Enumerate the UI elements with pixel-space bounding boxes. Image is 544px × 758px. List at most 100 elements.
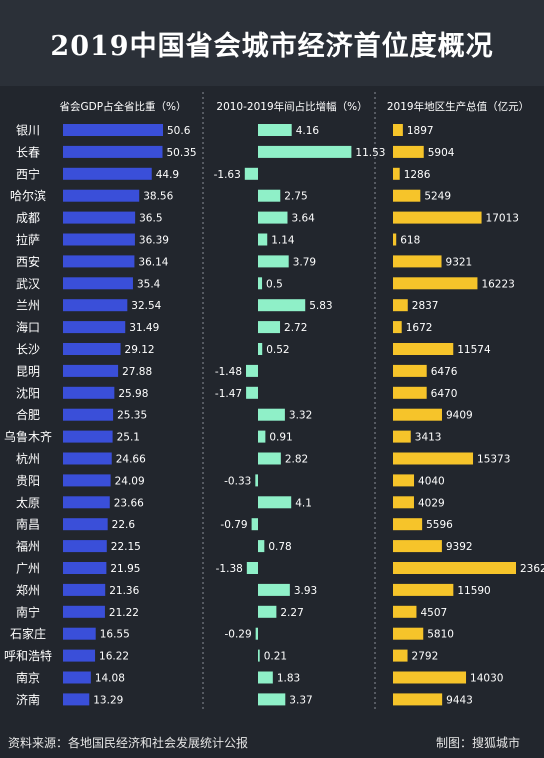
city-label: 哈尔滨 <box>10 188 46 203</box>
bar-share-change <box>258 233 268 246</box>
value-label-gdp-share: 27.88 <box>122 366 152 378</box>
bar-gdp-share <box>63 343 121 355</box>
value-label-share-change: -0.33 <box>224 475 251 487</box>
table-row: 成都 36.5 3.64 17013 <box>16 211 519 225</box>
value-label-share-change: 1.83 <box>277 673 300 685</box>
table-row: 南昌 22.6 -0.79 5596 <box>16 517 453 532</box>
value-label-gdp-share: 36.39 <box>139 235 169 247</box>
bar-gdp-share <box>63 540 107 553</box>
value-label-gdp: 9392 <box>446 541 473 553</box>
city-label: 兰州 <box>16 299 40 313</box>
bar-gdp-share <box>63 124 163 136</box>
bar-share-change <box>246 562 258 574</box>
bar-share-change <box>258 343 263 355</box>
data-source: 资料来源：各地国民经济和社会发展统计公报 <box>8 736 249 750</box>
bar-gdp-share <box>63 583 106 596</box>
value-label-gdp: 4029 <box>418 497 445 509</box>
bar-share-change <box>258 496 292 509</box>
bar-gdp-share <box>63 430 113 443</box>
city-label: 广州 <box>16 562 40 576</box>
value-label-gdp-share: 25.1 <box>117 432 140 444</box>
city-label: 合肥 <box>16 407 40 422</box>
value-label-share-change: -1.63 <box>214 169 241 181</box>
bar-gdp <box>393 430 411 443</box>
value-label-gdp: 5904 <box>428 147 455 159</box>
value-label-gdp-share: 21.22 <box>109 607 139 619</box>
table-row: 贵阳 24.09 -0.33 4040 <box>16 474 445 488</box>
bar-gdp <box>393 605 417 618</box>
table-row: 昆明 27.88 -1.48 6476 <box>16 364 458 378</box>
bar-share-change <box>258 671 273 684</box>
bar-gdp <box>393 167 400 180</box>
bar-gdp <box>393 277 478 290</box>
bar-gdp <box>393 671 467 684</box>
value-label-share-change: 4.16 <box>296 125 320 137</box>
bar-share-change <box>258 452 281 465</box>
city-label: 长春 <box>16 145 40 159</box>
value-label-gdp-share: 36.14 <box>138 256 168 268</box>
value-label-gdp-share: 24.09 <box>115 475 145 487</box>
value-label-gdp-share: 31.49 <box>129 322 159 334</box>
bar-gdp-share <box>63 167 152 180</box>
bar-gdp <box>393 364 427 377</box>
bar-share-change <box>258 408 285 421</box>
table-row: 济南 13.29 3.37 9443 <box>16 692 473 707</box>
value-label-gdp-share: 38.56 <box>143 191 173 203</box>
value-label-gdp-share: 21.36 <box>109 585 139 597</box>
bar-gdp <box>393 145 424 158</box>
value-label-gdp: 2837 <box>412 300 439 312</box>
value-label-gdp: 5249 <box>424 191 451 203</box>
bar-share-change <box>244 167 258 180</box>
bar-share-change <box>255 627 258 640</box>
bar-gdp-share <box>63 386 115 399</box>
city-label: 石家庄 <box>10 626 46 641</box>
value-label-gdp-share: 36.5 <box>139 213 162 225</box>
value-label-gdp: 9409 <box>446 410 473 422</box>
bar-gdp <box>393 124 403 136</box>
value-label-share-change: 4.1 <box>295 497 312 509</box>
value-label-gdp-share: 29.12 <box>125 344 155 356</box>
value-label-share-change: 3.37 <box>289 694 312 706</box>
bar-gdp-share <box>63 145 163 158</box>
bar-gdp-share <box>63 255 135 268</box>
value-label-gdp-share: 44.9 <box>156 169 179 181</box>
chart: 省会GDP占全省比重（%） 2010-2019年间占比增幅（%） 2019年地区生产… <box>4 92 544 712</box>
city-label: 福州 <box>16 539 40 554</box>
bar-share-change <box>258 299 306 312</box>
bar-share-change <box>258 189 281 202</box>
value-label-share-change: 0.52 <box>266 344 289 356</box>
value-label-gdp: 16223 <box>481 278 514 290</box>
value-label-gdp-share: 24.66 <box>116 454 146 466</box>
bar-share-change <box>258 583 290 596</box>
city-label: 海口 <box>16 320 40 335</box>
bar-gdp-share <box>63 189 140 202</box>
city-label: 南京 <box>16 670 40 685</box>
table-row: 长春 50.35 11.53 5904 <box>16 145 455 159</box>
table-row: 西宁 44.9 -1.63 1286 <box>16 166 431 181</box>
value-label-gdp: 1897 <box>407 125 434 137</box>
chart-credit: 制图：搜狐城市 <box>435 736 520 750</box>
bar-share-change <box>246 364 258 377</box>
value-label-share-change: -1.38 <box>216 563 243 575</box>
bar-share-change <box>258 277 263 290</box>
bar-gdp-share <box>63 474 111 487</box>
value-label-gdp-share: 22.6 <box>112 519 136 531</box>
bar-share-change <box>258 124 292 136</box>
value-label-gdp: 2792 <box>412 651 439 663</box>
bar-gdp-share <box>63 364 119 377</box>
value-label-share-change: 2.27 <box>280 607 303 619</box>
city-label: 南昌 <box>16 517 40 532</box>
value-label-gdp: 3413 <box>415 432 442 444</box>
table-row: 海口 31.49 2.72 1672 <box>16 320 432 335</box>
table-row: 银川 50.6 4.16 1897 <box>16 124 434 138</box>
value-label-gdp: 5810 <box>427 629 454 641</box>
bar-gdp <box>393 474 415 487</box>
bar-gdp <box>393 627 424 640</box>
bar-gdp-share <box>63 627 96 640</box>
bar-gdp-share <box>63 605 105 618</box>
table-row: 太原 23.66 4.1 4029 <box>16 495 445 510</box>
bar-gdp <box>393 408 442 421</box>
value-label-share-change: 0.91 <box>269 432 292 444</box>
value-label-share-change: -0.29 <box>224 629 251 641</box>
bar-gdp <box>393 562 516 574</box>
